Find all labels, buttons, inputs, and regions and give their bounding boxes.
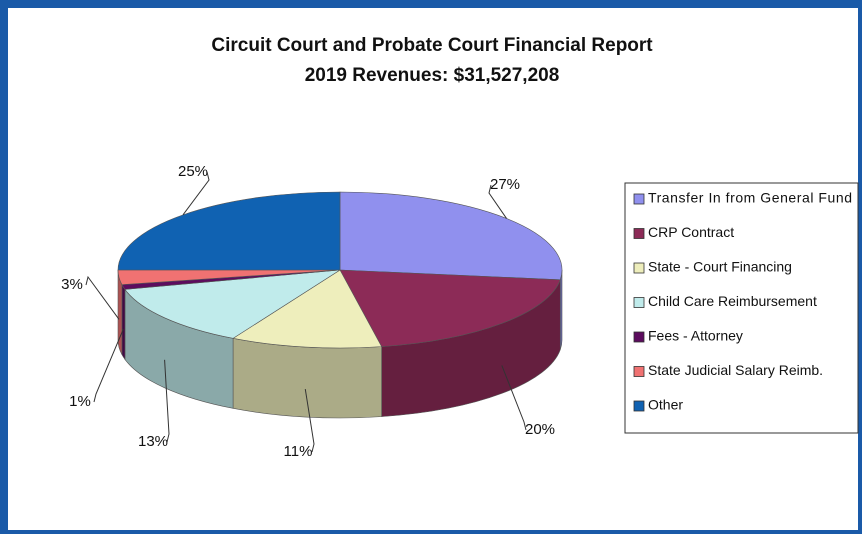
slice bbox=[339, 269, 561, 347]
legend-label: Fees - Attorney bbox=[648, 328, 743, 344]
data-label: 11% bbox=[284, 443, 313, 460]
legend-label: Transfer In from General Fund bbox=[648, 190, 852, 206]
legend-swatch bbox=[633, 297, 645, 308]
slice bbox=[232, 269, 383, 349]
leader-line bbox=[488, 184, 507, 219]
legend-swatch bbox=[633, 400, 645, 412]
legend-swatch bbox=[633, 331, 645, 343]
legend-label: Child Care Reimbursement bbox=[648, 293, 817, 309]
leader-line bbox=[164, 359, 170, 443]
leader-line bbox=[93, 328, 124, 403]
legend-label: State Judicial Salary Reimb. bbox=[648, 362, 823, 378]
slice bbox=[124, 269, 341, 339]
legend-swatch bbox=[633, 193, 645, 205]
slice-side bbox=[121, 284, 126, 361]
legend-swatch bbox=[633, 262, 645, 274]
data-label: 1% bbox=[69, 393, 91, 410]
legend-label: CRP Contract bbox=[648, 224, 734, 240]
data-label: 20% bbox=[525, 421, 555, 438]
legend-label: State - Court Financing bbox=[648, 259, 792, 275]
slice-side bbox=[232, 337, 382, 419]
legend-box bbox=[624, 182, 859, 434]
data-label: 27% bbox=[490, 176, 520, 193]
leader-line bbox=[85, 275, 120, 320]
legend-label: Other bbox=[648, 397, 683, 413]
leader-line bbox=[304, 388, 315, 453]
data-label: 13% bbox=[138, 433, 168, 450]
chart-title: Circuit Court and Probate Court Financia… bbox=[211, 35, 653, 56]
leader-line bbox=[501, 365, 527, 431]
data-label: 25% bbox=[178, 163, 208, 180]
legend-swatch bbox=[633, 366, 645, 377]
chart-subtitle: 2019 Revenues: $31,527,208 bbox=[305, 65, 560, 86]
legend-swatch bbox=[633, 228, 645, 239]
leader-line bbox=[182, 171, 210, 216]
data-label: 3% bbox=[61, 276, 83, 293]
